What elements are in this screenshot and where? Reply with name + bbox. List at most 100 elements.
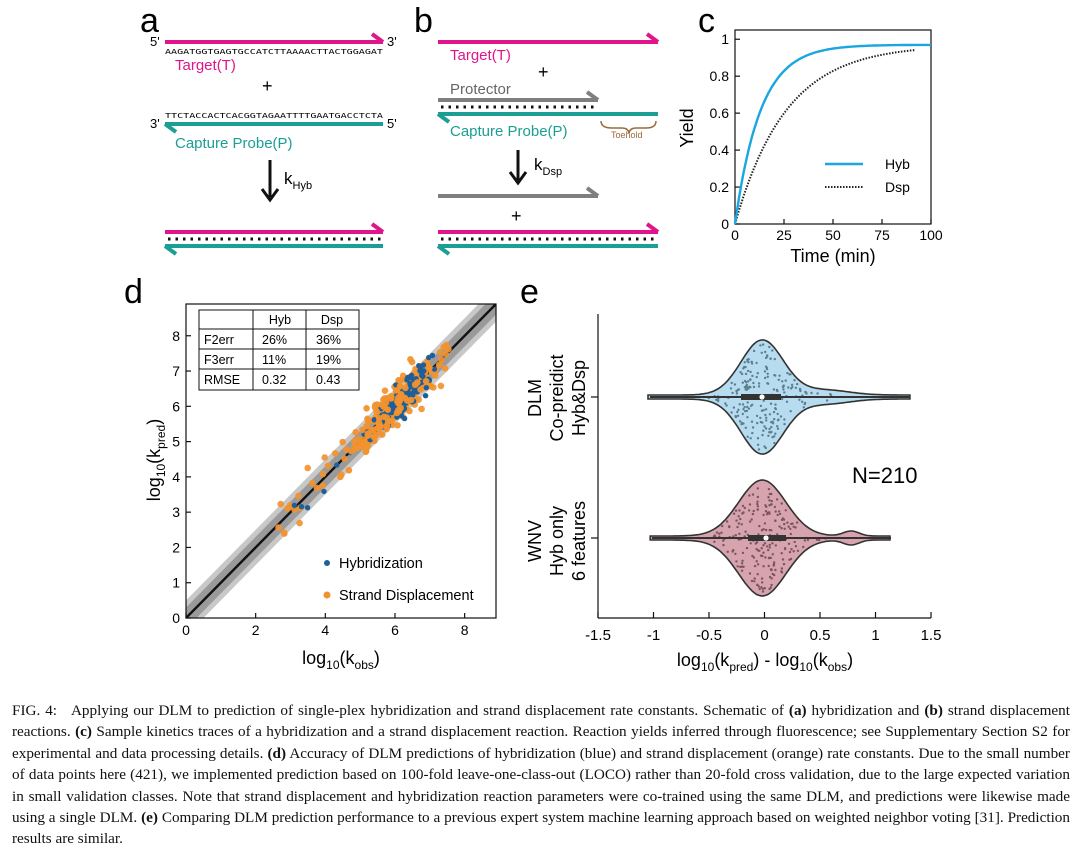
point-strand-displacement [352,445,360,452]
violin-point [718,532,721,535]
violin-point [784,379,787,382]
point-strand-displacement [304,464,312,472]
point-strand-displacement [395,377,402,384]
violin-point [745,388,748,391]
point-hybridization [304,505,311,511]
dsp-trace [734,49,916,225]
table-row-label: F3err [204,353,234,367]
violin-point [743,405,746,409]
point-hybridization [431,366,438,372]
point-strand-displacement [313,484,321,492]
point-strand-displacement [319,482,327,490]
violin-point [792,550,795,553]
plot-c-xaxis: 0 25 50 75 100 [731,219,943,243]
plus-b2: + [511,206,522,226]
point-strand-displacement [373,408,380,415]
violin-point [777,510,781,513]
violin-point [760,586,763,589]
point-strand-displacement [378,431,386,438]
violin-point [753,564,757,568]
violin-point [794,386,798,389]
violin-point [766,545,769,548]
violin-point [770,421,773,424]
violin-point [747,509,751,512]
violin-point [763,587,766,590]
plot-c-ytick: 0.8 [710,68,730,84]
violin-point [736,525,739,529]
violin-point [715,531,719,534]
point-strand-displacement [332,450,339,457]
violin-point [773,374,776,377]
point-strand-displacement [364,441,372,449]
plot-c-ytick: 0 [721,216,729,232]
violin-point [791,385,794,389]
violin-point [736,565,739,568]
violin-point [747,407,751,410]
plot-d-ytick: 7 [172,363,180,379]
violin-point [743,361,746,364]
violin-point [771,553,774,556]
violin-point [762,409,765,412]
plot-d-ytick: 0 [172,610,180,626]
violin-point [750,420,754,423]
plot-c-xtick: 25 [776,227,792,243]
legend-hybridization-marker [324,560,330,566]
violin-point [756,443,760,446]
violin-point [748,494,751,497]
violin-point [757,448,761,451]
point-strand-displacement [277,500,285,508]
violin-point [769,586,773,589]
point-strand-displacement [396,397,404,405]
violin-point [749,437,752,440]
violin-point [786,521,789,524]
violin-point [732,512,736,515]
point-strand-displacement [418,405,425,413]
label-copredict: Co-preidict [547,354,567,441]
violin-point [767,382,770,385]
violin-point [806,538,810,542]
plot-c-ytick: 0.6 [710,105,730,121]
violin-point [788,373,791,376]
point-hybridization [298,504,305,510]
plot-c-ylabel: Yield [677,108,697,147]
violin-point [761,343,765,346]
violin-point [781,558,785,561]
violin-point [751,426,755,429]
table-cell: 19% [316,353,341,367]
violin-point [756,508,759,511]
plot-c-xtick: 75 [874,227,890,243]
violin-point [767,496,770,499]
violin-point [746,401,749,404]
plot-c-xtick: 50 [825,227,841,243]
violin-point [774,519,777,522]
point-strand-displacement [396,382,404,390]
point-strand-displacement [394,422,401,429]
violin-point [756,421,759,425]
point-strand-displacement [284,505,291,512]
point-hybridization [420,373,426,380]
violin-point [794,526,797,529]
violin-point [778,374,781,377]
violin-point [790,548,793,551]
point-hybridization [321,488,327,495]
violin-point [770,430,773,434]
point-strand-displacement [422,378,430,385]
violin-point [725,404,728,407]
figure-4: a 5' 3' AAGATGGTGAGTGCCATCTTAAAACTTACTGG… [124,2,943,674]
violin-point [756,573,759,576]
point-strand-displacement [432,372,439,379]
violin-point [740,569,744,572]
violin-point [755,361,758,365]
violin-point [801,400,804,403]
plot-c-ytick: 0.2 [710,179,730,195]
violin-point [730,381,733,385]
violin-point [775,498,779,501]
violin-point [769,568,773,571]
point-strand-displacement [383,422,391,429]
violin-point [802,406,805,409]
violin-point [765,355,769,358]
point-hybridization [291,502,298,508]
violin-point [785,400,789,403]
plot-e-xtick: -1 [647,627,660,644]
probe-5prime: 5' [387,116,397,131]
